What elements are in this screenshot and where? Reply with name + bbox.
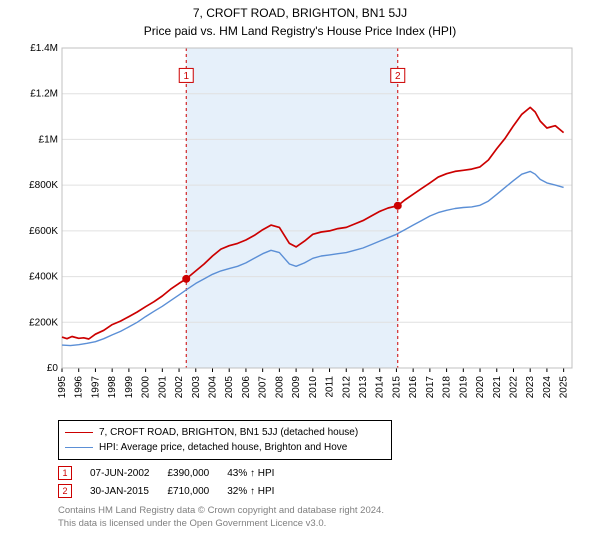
- svg-text:2018: 2018: [442, 376, 453, 399]
- legend-row-price-paid: 7, CROFT ROAD, BRIGHTON, BN1 5JJ (detach…: [65, 425, 385, 440]
- svg-text:£0: £0: [47, 363, 59, 374]
- svg-text:£800K: £800K: [29, 180, 58, 191]
- marker-badge-icon: 1: [58, 466, 72, 480]
- marker-table: 1 07-JUN-2002 £390,000 43% ↑ HPI 2 30-JA…: [58, 464, 292, 500]
- svg-text:2025: 2025: [559, 376, 570, 399]
- svg-text:2009: 2009: [291, 376, 302, 399]
- svg-text:£200K: £200K: [29, 317, 58, 328]
- svg-text:1998: 1998: [107, 376, 118, 399]
- marker-date: 07-JUN-2002: [90, 464, 167, 482]
- legend-row-hpi: HPI: Average price, detached house, Brig…: [65, 440, 385, 455]
- chart-svg: £0 £200K £400K £600K £800K £1M £1.2M £1.4M 1995 1…: [20, 44, 580, 414]
- marker-price: £390,000: [167, 464, 227, 482]
- legend-label-hpi: HPI: Average price, detached house, Brig…: [99, 440, 347, 455]
- svg-text:1997: 1997: [90, 376, 101, 399]
- marker-badge-icon: 2: [58, 484, 72, 498]
- table-row: 2 30-JAN-2015 £710,000 32% ↑ HPI: [58, 482, 292, 500]
- svg-text:£600K: £600K: [29, 226, 58, 237]
- svg-text:£1M: £1M: [39, 134, 58, 145]
- svg-text:2023: 2023: [525, 376, 536, 399]
- chart-subtitle: Price paid vs. HM Land Registry's House …: [0, 20, 600, 44]
- footer-attribution: Contains HM Land Registry data © Crown c…: [58, 504, 570, 530]
- svg-text:2002: 2002: [174, 376, 185, 399]
- svg-text:2007: 2007: [258, 376, 269, 399]
- svg-text:2015: 2015: [391, 376, 402, 399]
- svg-text:2000: 2000: [141, 376, 152, 399]
- svg-text:1996: 1996: [74, 376, 85, 399]
- svg-text:2021: 2021: [492, 376, 503, 399]
- chart-title-address: 7, CROFT ROAD, BRIGHTON, BN1 5JJ: [0, 0, 600, 20]
- svg-text:2022: 2022: [508, 376, 519, 399]
- svg-text:2017: 2017: [425, 376, 436, 399]
- svg-text:2004: 2004: [207, 376, 218, 399]
- svg-text:2008: 2008: [274, 376, 285, 399]
- svg-text:2019: 2019: [458, 376, 469, 399]
- svg-text:2013: 2013: [358, 376, 369, 399]
- svg-text:£1.4M: £1.4M: [30, 44, 58, 54]
- svg-text:1995: 1995: [57, 376, 68, 399]
- table-row: 1 07-JUN-2002 £390,000 43% ↑ HPI: [58, 464, 292, 482]
- marker-price: £710,000: [167, 482, 227, 500]
- svg-text:1: 1: [183, 71, 189, 82]
- svg-text:2024: 2024: [542, 376, 553, 399]
- legend-box: 7, CROFT ROAD, BRIGHTON, BN1 5JJ (detach…: [58, 420, 392, 460]
- marker-delta: 43% ↑ HPI: [227, 464, 292, 482]
- svg-text:2003: 2003: [191, 376, 202, 399]
- svg-text:2001: 2001: [157, 376, 168, 399]
- svg-text:2011: 2011: [325, 376, 336, 398]
- svg-text:2: 2: [395, 71, 401, 82]
- svg-text:2006: 2006: [241, 376, 252, 399]
- marker-date: 30-JAN-2015: [90, 482, 167, 500]
- svg-text:1999: 1999: [124, 376, 135, 399]
- svg-text:2020: 2020: [475, 376, 486, 399]
- marker-delta: 32% ↑ HPI: [227, 482, 292, 500]
- chart-area: £0 £200K £400K £600K £800K £1M £1.2M £1.4M 1995 1…: [20, 44, 580, 414]
- legend-label-price-paid: 7, CROFT ROAD, BRIGHTON, BN1 5JJ (detach…: [99, 425, 358, 440]
- svg-text:2005: 2005: [224, 376, 235, 399]
- legend-swatch-hpi: [65, 447, 93, 448]
- svg-text:2016: 2016: [408, 376, 419, 399]
- svg-text:2010: 2010: [308, 376, 319, 399]
- legend-swatch-price-paid: [65, 432, 93, 433]
- svg-text:2014: 2014: [375, 376, 386, 399]
- svg-text:£1.2M: £1.2M: [30, 89, 58, 100]
- svg-text:2012: 2012: [341, 376, 352, 399]
- svg-text:£400K: £400K: [29, 272, 58, 283]
- footer-line1: Contains HM Land Registry data © Crown c…: [58, 504, 570, 517]
- footer-line2: This data is licensed under the Open Gov…: [58, 517, 570, 530]
